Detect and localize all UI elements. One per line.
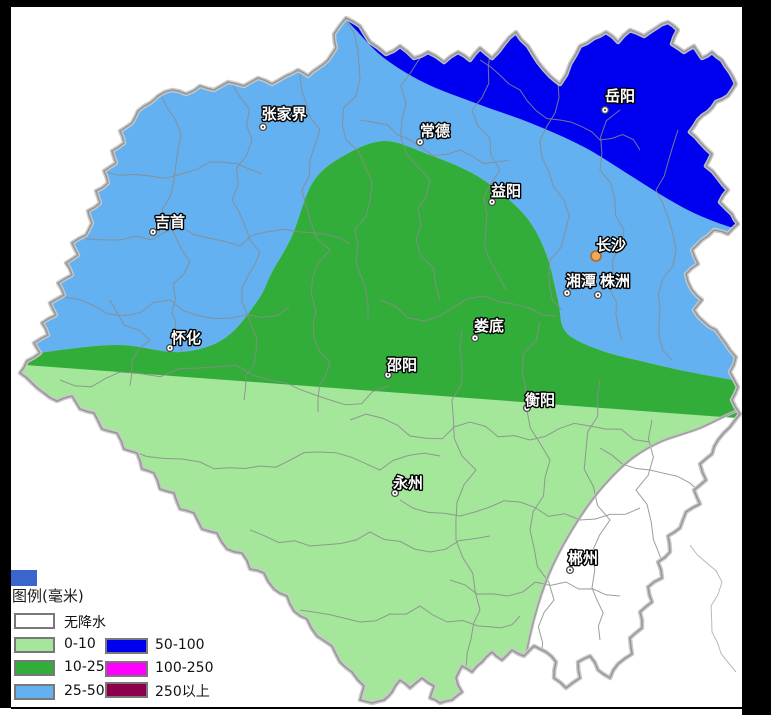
city-marker-dot [151,230,155,234]
city-marker-dot [386,373,390,377]
city-marker-dot [168,346,172,350]
city-label: 怀化 [171,329,201,347]
city-label: 株洲 [600,272,630,290]
neighbor-border [689,544,737,673]
city-marker-dot [603,108,607,112]
frame-top [0,0,771,7]
city-marker-dot [473,336,477,340]
city-label: 长沙 [596,236,626,254]
county-borders [43,19,701,669]
city-label: 吉首 [155,213,185,231]
corner-color-patch [11,570,37,586]
city-marker-dot [490,200,494,204]
city-marker-dot [565,291,569,295]
city-label: 张家界 [261,105,306,123]
city-label: 郴州 [568,549,598,567]
city-label: 湘潭 [566,272,596,290]
city-label: 邵阳 [386,356,417,374]
city-marker-dot [568,568,572,572]
city-marker-dot [418,140,422,144]
city-marker-dot [525,406,529,410]
city-label: 娄底 [474,317,504,335]
capital-city-marker [590,250,602,262]
province-border [19,17,741,704]
city-label: 永州 [392,474,423,492]
frame-right [742,0,771,715]
frame-left [0,0,11,708]
city-label: 岳阳 [605,87,635,105]
city-marker-dot [261,125,265,129]
band-10-25 [20,141,740,422]
city-label: 衡阳 [525,391,555,409]
city-label: 益阳 [491,182,521,200]
city-label: 常德 [420,122,450,140]
frame-bottom-line [11,707,742,709]
city-marker-dot [596,293,600,297]
city-marker-dot [393,491,397,495]
